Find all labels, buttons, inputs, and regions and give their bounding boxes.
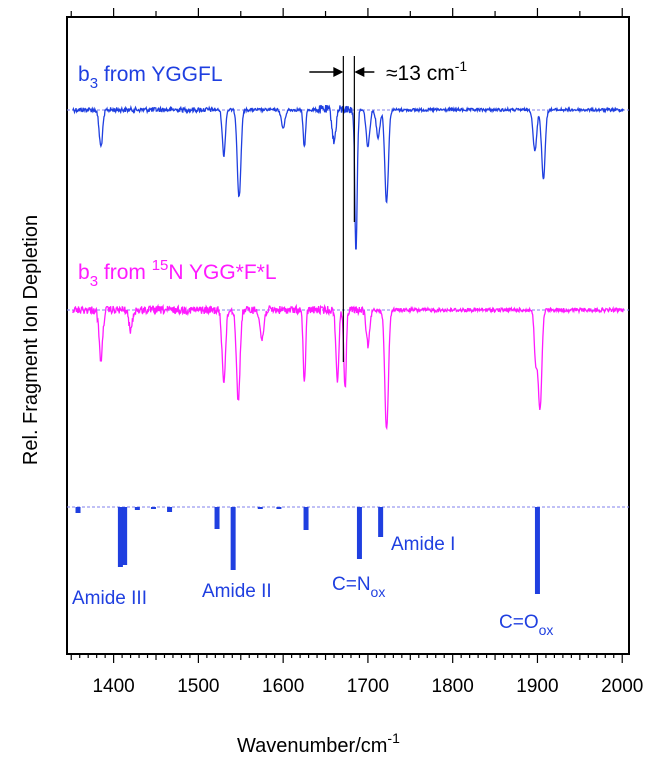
separation-arrowhead-right (354, 67, 365, 77)
calc-stick (75, 507, 81, 513)
x-tick-label: 1700 (347, 676, 389, 697)
x-tick-label: 1500 (177, 676, 219, 697)
x-tick-labels: 1400 1500 1600 1700 1800 1900 2000 (92, 676, 643, 697)
band-label-co-ox: C=Oox (499, 612, 553, 638)
band-label-amide-i: Amide I (391, 534, 455, 555)
x-tick-label: 1600 (262, 676, 304, 697)
calc-stick (356, 507, 362, 559)
calc-stick (303, 507, 309, 530)
calc-stick (257, 507, 263, 509)
plot-frame (66, 16, 630, 655)
band-label-amide-iii: Amide III (72, 588, 147, 609)
calc-stick (534, 507, 540, 594)
trace2-label: b3 from 15N YGG*F*L (78, 257, 277, 290)
band-label-amide-ii: Amide II (202, 581, 272, 602)
trace-15n-yggfl (72, 303, 625, 431)
x-axis-ticks (70, 8, 623, 663)
calc-stick (117, 507, 123, 567)
calc-stick (230, 507, 236, 570)
calc-stick (122, 507, 128, 565)
y-axis-label: Rel. Fragment Ion Depletion (20, 215, 42, 465)
calc-stick (167, 507, 173, 512)
calc-stick (214, 507, 220, 529)
separation-annotation: ≈13 cm-1 (309, 56, 467, 362)
x-tick-label: 1900 (516, 676, 558, 697)
calc-stick (378, 507, 384, 537)
trace-yggfl (72, 104, 625, 250)
separation-label: ≈13 cm-1 (386, 58, 467, 85)
calc-stick (134, 507, 140, 510)
calculated-sticks (75, 507, 540, 594)
separation-arrowhead-left (333, 67, 344, 77)
x-tick-label: 2000 (601, 676, 643, 697)
x-tick-label: 1400 (92, 676, 134, 697)
calc-stick (276, 507, 282, 509)
x-axis-label: Wavenumber/cm-1 (237, 730, 400, 757)
calc-stick (150, 507, 156, 509)
x-tick-label: 1800 (432, 676, 474, 697)
trace1-label: b3 from YGGFL (78, 63, 223, 92)
band-label-cn-ox: C=Nox (332, 574, 385, 600)
